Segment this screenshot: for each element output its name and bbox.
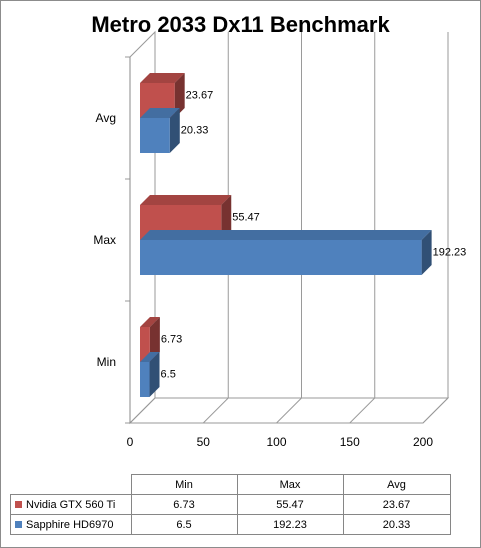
data-label: 192.23: [433, 247, 467, 259]
gridline-floor: [129, 397, 156, 424]
table-cell: 6.5: [130, 514, 238, 535]
bar-top-face: [140, 317, 160, 327]
chart-title: Metro 2033 Dx11 Benchmark: [91, 12, 390, 37]
bar: [140, 327, 150, 362]
gridline-floor: [349, 397, 376, 424]
x-tick-label: 150: [340, 435, 360, 449]
table-cell: 6.73: [130, 494, 238, 515]
table-row: Sapphire HD6970 6.5 192.23 20.33: [10, 514, 451, 535]
data-table: Min Max Avg Nvidia GTX 560 Ti 6.73 55.47…: [10, 474, 451, 535]
category-label: Min: [97, 355, 116, 369]
series-label-cell: Nvidia GTX 560 Ti: [10, 494, 132, 515]
gridline-floor: [276, 397, 302, 424]
bar-side-face: [174, 73, 185, 118]
series-name: Sapphire HD6970: [26, 518, 114, 531]
series-label-cell: Sapphire HD6970: [10, 514, 132, 535]
table-header: Max: [236, 474, 344, 495]
bar: [140, 362, 150, 397]
x-tick-label: 50: [197, 435, 211, 449]
data-label: 55.47: [232, 212, 260, 224]
table-cell: 192.23: [236, 514, 344, 535]
bar-top-face: [140, 352, 160, 362]
gridline-floor: [422, 397, 449, 424]
data-label: 23.67: [186, 90, 214, 102]
bar-side-face: [221, 195, 232, 240]
gridline-floor: [202, 397, 229, 424]
bar-top-face: [140, 195, 232, 205]
bar-side-face: [169, 108, 180, 153]
legend-swatch-red: [15, 500, 22, 508]
bar: [140, 240, 422, 275]
bar-chart: 0 50 100 150 200 Min 6.73 6.5 Max 55.47 192.23 Avg 2…: [93, 30, 467, 449]
table-header: Avg: [342, 474, 451, 495]
x-tick-label: 100: [266, 435, 286, 449]
legend-swatch-blue: [15, 520, 22, 528]
x-tick-label: 200: [413, 435, 433, 449]
table-cell: 20.33: [342, 514, 451, 535]
x-tick-label: 0: [127, 435, 134, 449]
category-label: Avg: [96, 111, 116, 125]
bar-top-face: [140, 230, 432, 240]
data-label: 6.73: [161, 334, 182, 346]
data-label: 6.5: [161, 369, 176, 381]
bar: [140, 118, 170, 153]
table-row: Nvidia GTX 560 Ti 6.73 55.47 23.67: [10, 494, 451, 515]
bar-side-face: [149, 352, 160, 397]
category-label: Max: [93, 233, 116, 247]
bar-top-face: [140, 73, 185, 83]
series-name: Nvidia GTX 560 Ti: [26, 498, 116, 511]
table-cell: 55.47: [236, 494, 344, 515]
table-cell: 23.67: [342, 494, 451, 515]
bar-side-face: [149, 317, 160, 362]
table-header-row: Min Max Avg: [10, 474, 451, 495]
bar-side-face: [421, 230, 432, 275]
bar-top-face: [140, 108, 180, 118]
data-label: 20.33: [181, 125, 209, 137]
table-header: Min: [130, 474, 238, 495]
